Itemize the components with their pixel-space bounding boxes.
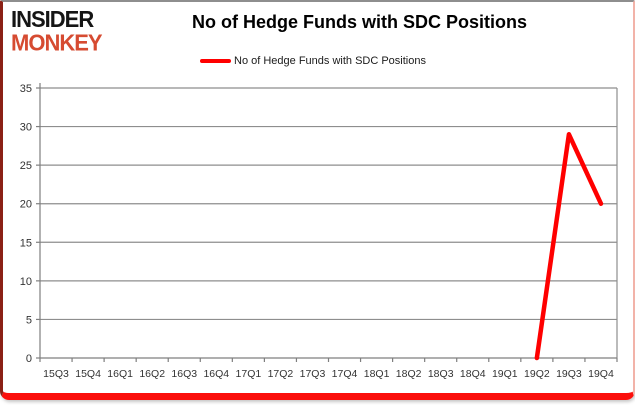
x-tick-label: 16Q3 xyxy=(171,368,197,380)
x-tick-label: 19Q3 xyxy=(556,368,582,380)
logo-text-insider: INSIDER xyxy=(11,5,94,32)
y-tick-label: 10 xyxy=(20,276,32,288)
insider-monkey-logo: INSIDER MONKEY xyxy=(11,5,103,56)
x-tick-label: 15Q4 xyxy=(75,368,101,380)
x-tick-label: 16Q1 xyxy=(107,368,133,380)
x-tick-label: 15Q3 xyxy=(43,368,69,380)
x-tick-label: 18Q4 xyxy=(460,368,486,380)
x-tick-label: 19Q1 xyxy=(492,368,518,380)
y-tick-label: 20 xyxy=(20,199,32,211)
y-tick-label: 0 xyxy=(26,353,32,365)
y-tick-label: 5 xyxy=(26,314,32,326)
x-tick-label: 18Q2 xyxy=(396,368,422,380)
x-tick-label: 18Q3 xyxy=(428,368,454,380)
x-tick-label: 17Q1 xyxy=(236,368,262,380)
legend: No of Hedge Funds with SDC Positions xyxy=(200,55,426,67)
y-tick-label: 30 xyxy=(20,122,32,134)
logo-text-monkey: MONKEY xyxy=(11,29,103,56)
x-tick-label: 16Q2 xyxy=(139,368,165,380)
series-line xyxy=(534,132,604,361)
x-tick-label: 18Q1 xyxy=(364,368,390,380)
x-tick-label: 17Q3 xyxy=(300,368,326,380)
y-tick-label: 15 xyxy=(20,237,32,249)
y-tick-label: 25 xyxy=(20,160,32,172)
x-tick-label: 17Q4 xyxy=(332,368,358,380)
legend-line-marker xyxy=(200,59,231,63)
y-tick-label: 35 xyxy=(20,83,32,95)
legend-label: No of Hedge Funds with SDC Positions xyxy=(234,55,426,67)
x-tick-label: 17Q2 xyxy=(268,368,294,380)
x-tick-label: 19Q4 xyxy=(588,368,614,380)
x-tick-label: 16Q4 xyxy=(203,368,229,380)
chart-title: No of Hedge Funds with SDC Positions xyxy=(192,12,527,32)
x-tick-label: 19Q2 xyxy=(524,368,550,380)
